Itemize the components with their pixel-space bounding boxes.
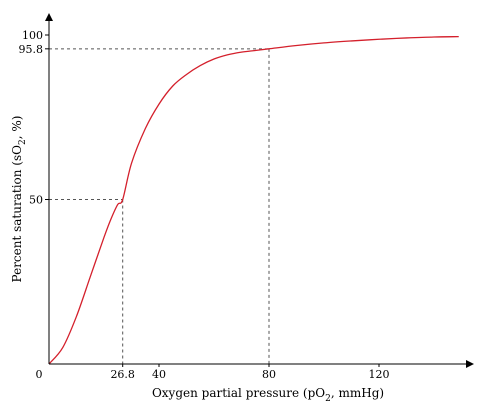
x-axis-label-subscript: 2: [325, 394, 331, 404]
y-tick-label-2: 100: [22, 29, 43, 42]
y-axis-label-rest: , %): [10, 116, 24, 140]
x-tick-label-4: 120: [369, 368, 390, 381]
y-axis-label-subscript: 2: [18, 139, 28, 145]
x-axis-label-rest: , mmHg): [331, 386, 384, 400]
x-axis-label-main: Oxygen partial pressure (pO: [152, 386, 325, 400]
y-axis-label: Percent saturation (sO2, %): [10, 116, 28, 283]
x-tick-label-1: 26.8: [110, 368, 135, 381]
series-layer: [48, 35, 459, 365]
y-axis-label-main: Percent saturation (sO: [10, 145, 24, 283]
x-tick-label-0: 0: [36, 368, 43, 381]
series-line-0: [48, 35, 459, 365]
x-tick-label-2: 40: [152, 368, 166, 381]
y-tick-label-0: 50: [29, 194, 43, 207]
x-axis-label: Oxygen partial pressure (pO2, mmHg): [152, 386, 384, 404]
x-tick-label-3: 80: [262, 368, 276, 381]
y-tick-label-1: 95.8: [19, 43, 44, 56]
reference-lines: [49, 48, 270, 364]
